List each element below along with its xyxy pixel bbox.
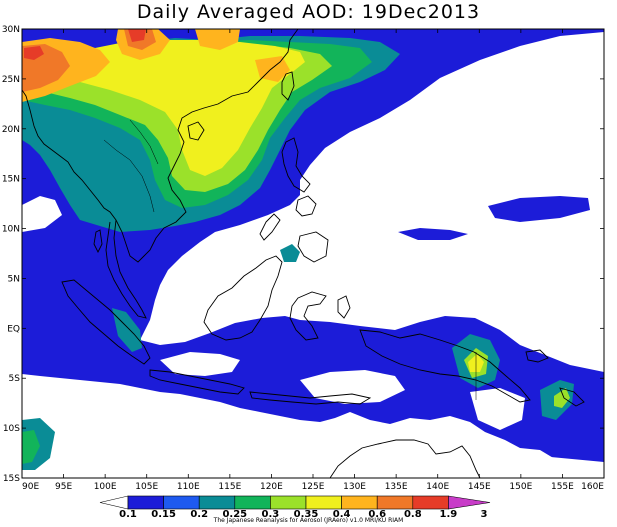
latitude-axis: 30N 25N 20N 15N 10N 5N EQ 5S 10S 15S: [2, 25, 604, 484]
colorbar-label: 3: [481, 509, 488, 520]
lat-tick-label: 15S: [3, 474, 20, 484]
aod-clear-coral-sea: [470, 388, 525, 430]
colorbar-swatch: [234, 495, 271, 510]
lon-tick-label: 100E: [94, 482, 117, 492]
colorbar-swatch: [163, 495, 200, 510]
coastline-hainan: [187, 121, 205, 141]
colorbar-label: 1.9: [440, 509, 458, 520]
colorbar-low-triangle: [99, 495, 129, 510]
colorbar-label: 0.1: [119, 509, 137, 520]
coastline-andaman: [93, 229, 103, 254]
aod-layer-0.25-sw: [22, 430, 40, 464]
lat-tick-label: 10S: [3, 424, 20, 434]
lat-tick-label: 15N: [2, 175, 20, 185]
border-indochina-2: [129, 119, 159, 165]
aod-clear-south-china-sea: [192, 232, 272, 310]
lat-tick-label: 10N: [2, 225, 20, 235]
lat-tick-label: 30N: [2, 25, 20, 35]
lon-tick-label: 90E: [22, 482, 39, 492]
aod-clear-indian-ocean: [22, 426, 604, 478]
lon-tick-label: 120E: [260, 482, 283, 492]
aod-layer-0.4-north4: [255, 56, 290, 82]
lon-tick-label: 150E: [509, 482, 532, 492]
coastline-asia-mainland: [22, 29, 299, 263]
lon-tick-label: 140E: [426, 482, 449, 492]
lon-tick-label: 145E: [468, 482, 491, 492]
colorbar-label: 0.8: [404, 509, 422, 520]
coastline-new-britain: [525, 349, 549, 363]
aod-clear-celebes: [290, 265, 322, 300]
coastline-borneo: [203, 255, 283, 341]
coastline-mindanao: [297, 231, 329, 263]
colorbar-swatch: [412, 495, 449, 510]
coastline-malay-peninsula: [105, 219, 147, 319]
colorbar-swatch: [341, 495, 378, 510]
lon-tick-label: 155E: [551, 482, 574, 492]
aod-patch-pacific-1: [488, 196, 590, 222]
credit-line: The Japanese Reanalysis for Aerosol (JRA…: [213, 517, 404, 524]
coastline-sulawesi: [289, 291, 327, 341]
colorbar-label: 0.4: [333, 509, 351, 520]
lon-tick-label: 125E: [302, 482, 325, 492]
lat-tick-label: 5S: [9, 374, 21, 384]
aod-field: [22, 29, 604, 478]
colorbar-label: 0.35: [294, 509, 319, 520]
coastline-java: [149, 369, 245, 395]
map-title: Daily Averaged AOD: 19Dec2013: [136, 1, 481, 23]
aod-patch-pacific-2: [398, 228, 468, 240]
lon-tick-label: 115E: [218, 482, 241, 492]
coastline-solomon: [559, 387, 585, 407]
coastline-new-guinea: [359, 329, 531, 403]
colorbar-label: 0.15: [151, 509, 176, 520]
lat-tick-label: 25N: [2, 75, 20, 85]
lon-tick-label: 160E: [581, 482, 604, 492]
lat-tick-label: EQ: [7, 324, 20, 334]
lon-tick-label: 135E: [385, 482, 408, 492]
lon-tick-label: 130E: [343, 482, 366, 492]
lon-tick-label: 95E: [55, 482, 72, 492]
border-indochina-1: [103, 139, 155, 213]
colorbar-swatch: [270, 495, 307, 510]
aod-layer-0.3-solomon: [554, 388, 570, 408]
aod-layer-0.4-north3: [195, 29, 240, 50]
aod-layer-0.8-north2: [128, 29, 146, 42]
colorbar-label: 0.3: [262, 509, 280, 520]
coastline-luzon: [281, 137, 311, 193]
coastline-halmahera: [337, 295, 351, 319]
coastline-lesser-sunda: [249, 391, 372, 405]
colorbar-high-triangle: [448, 495, 491, 510]
lat-tick-label: 20N: [2, 125, 20, 135]
lon-tick-label: 105E: [135, 482, 158, 492]
colorbar-swatch: [198, 495, 236, 510]
colorbar-swatch: [127, 495, 164, 510]
aod-clear-java-sea: [160, 352, 240, 376]
aod-clear-banda-sea: [300, 370, 405, 404]
colorbar-label: 0.25: [222, 509, 247, 520]
coastlines: [22, 29, 585, 478]
aod-clear-bay-of-bengal: [22, 196, 62, 232]
colorbar-label: 0.2: [190, 509, 208, 520]
coastline-palawan: [259, 213, 281, 241]
coastline-sumatra: [61, 279, 151, 365]
colorbar-label: 0.6: [368, 509, 386, 520]
coastline-taiwan: [281, 71, 295, 101]
lat-tick-label: 5N: [8, 274, 20, 284]
aod-layer-0.2-luzon: [280, 244, 300, 262]
longitude-axis: 90E 95E 100E 105E 110E 115E 120E 125E 130E 135E 14…: [21, 29, 605, 492]
colorbar: 0.1 0.15 0.2 0.25 0.3 0.35 0.4 0.6 0.8 1.9 3: [99, 495, 491, 520]
country-borders: [103, 119, 477, 400]
aod-layer-0.8-north: [24, 46, 44, 60]
colorbar-swatch: [376, 495, 414, 510]
lon-tick-label: 110E: [177, 482, 200, 492]
colorbar-swatch: [305, 495, 342, 510]
coastline-visayas: [295, 195, 317, 217]
coastline-australia: [329, 439, 481, 478]
